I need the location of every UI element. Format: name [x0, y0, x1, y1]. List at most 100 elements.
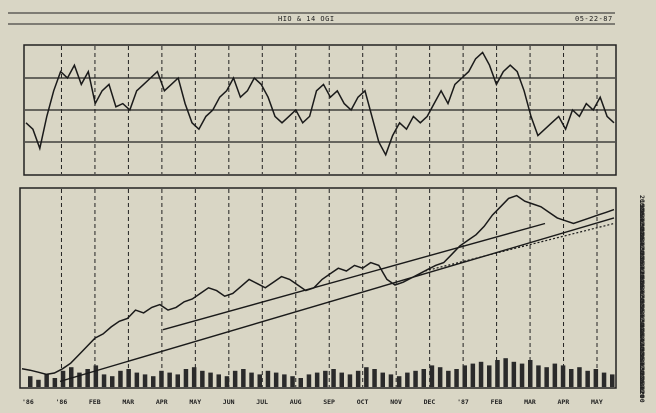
volume-bar — [569, 369, 574, 387]
volume-bar — [511, 361, 517, 387]
price-right-scale: 2000198019601940192019001880186018401820… — [638, 195, 646, 403]
price-scale-label: 1660 — [638, 277, 646, 293]
price-scale-label: 1520 — [638, 310, 646, 326]
price-scale-label: 1860 — [638, 229, 646, 245]
price-scale-label: 1280 — [638, 368, 646, 384]
price-scale-label: 1300 — [638, 363, 646, 379]
volume-bar — [93, 365, 99, 387]
price-scale-label: 1780 — [638, 248, 646, 264]
volume-bar — [77, 372, 82, 387]
price-scale-label: 1760 — [638, 253, 646, 269]
month-label: FEB — [89, 398, 101, 406]
month-label: FEB — [491, 398, 503, 406]
price-scale-label: 1940 — [638, 209, 646, 225]
volume-bar — [257, 374, 262, 387]
volume-bar — [593, 369, 599, 387]
price-scale-label: 1400 — [638, 339, 646, 355]
month-label: MAR — [122, 398, 134, 406]
chart-title: HIO & 14 OGI — [278, 15, 335, 23]
price-scale-label: 1460 — [638, 325, 646, 341]
oscillator-line — [25, 51, 615, 157]
volume-bar — [224, 376, 230, 387]
volume-bar — [495, 360, 500, 387]
month-label: OCT — [357, 398, 369, 406]
volume-bar — [364, 367, 369, 387]
price-scale-label: 1480 — [638, 320, 646, 336]
price-scale-label: 1920 — [638, 214, 646, 230]
price-scale-label: 1340 — [638, 353, 646, 369]
volume-bar — [282, 374, 287, 387]
month-axis-labels: '86 '86 FEB MAR APR MAY JUN JUL AUG SEP OCT NOV DEC '… — [22, 398, 603, 406]
volume-bar — [396, 376, 402, 387]
month-label: AUG — [290, 398, 302, 406]
volume-bar — [69, 367, 74, 387]
volume-bar — [208, 372, 213, 387]
price-scale-label: 1620 — [638, 286, 646, 302]
price-month-gridlines — [60, 189, 598, 387]
month-label: '86 — [56, 398, 68, 406]
upper-channel-line — [162, 222, 546, 331]
volume-bar — [388, 374, 394, 387]
price-scale-label: 1360 — [638, 349, 646, 365]
volume-bar — [298, 378, 303, 387]
oscillator-panel — [23, 44, 617, 176]
volume-bar — [159, 370, 164, 387]
volume-bar — [601, 372, 607, 387]
volume-bar — [44, 374, 49, 387]
volume-bar — [413, 370, 418, 387]
month-label: MAY — [189, 398, 201, 406]
volume-bar — [290, 376, 295, 387]
month-label: JUN — [223, 398, 235, 406]
volume-bar — [331, 369, 336, 387]
volume-bar — [437, 367, 443, 387]
price-scale-label: 1980 — [638, 200, 646, 216]
volume-bar — [200, 370, 205, 387]
price-scale-label: 1720 — [638, 262, 646, 278]
volume-bar — [306, 374, 312, 387]
volume-bar — [405, 372, 410, 387]
volume-bar — [552, 363, 558, 387]
price-scale-label: 1900 — [638, 219, 646, 235]
volume-bar — [28, 376, 33, 387]
volume-bar — [249, 372, 254, 387]
price-scale-label: 1420 — [638, 334, 646, 350]
month-label: MAY — [591, 398, 603, 406]
month-label: DEC — [424, 398, 436, 406]
month-label: MAR — [524, 398, 536, 406]
price-scale-label: 1640 — [638, 281, 646, 297]
volume-bar — [585, 370, 590, 387]
price-scale-label: 1220 — [638, 382, 646, 398]
volume-bar — [314, 372, 320, 387]
price-scale-label: 1240 — [638, 377, 646, 393]
volume-bar — [446, 370, 451, 387]
price-scale-label: 1320 — [638, 358, 646, 374]
volume-bar — [470, 363, 476, 387]
price-scale-label: 1440 — [638, 329, 646, 345]
price-scale-label: 1560 — [638, 301, 646, 317]
volume-bar — [478, 361, 484, 387]
oscillator-frame — [23, 44, 617, 176]
volume-bar — [372, 369, 377, 387]
month-label: APR — [156, 398, 168, 406]
price-scale-label: 1500 — [638, 315, 646, 331]
month-label: SEP — [323, 398, 335, 406]
volume-bar — [610, 374, 615, 387]
month-label: '87 — [457, 398, 469, 406]
volume-bar — [265, 370, 271, 387]
volume-bar — [101, 374, 107, 387]
volume-bar — [151, 376, 156, 387]
price-scale-label: 1880 — [638, 224, 646, 240]
price-panel — [19, 187, 617, 389]
volume-bar — [85, 369, 90, 387]
volume-bar — [560, 365, 566, 387]
dotted-trend-line — [424, 222, 615, 272]
volume-bar — [544, 367, 549, 387]
volume-bar — [126, 369, 131, 387]
volume-bar — [52, 378, 58, 387]
volume-bar — [273, 372, 279, 387]
oscillator-level-lines — [25, 77, 615, 143]
volume-bar — [241, 369, 246, 387]
volume-bar — [191, 367, 197, 387]
